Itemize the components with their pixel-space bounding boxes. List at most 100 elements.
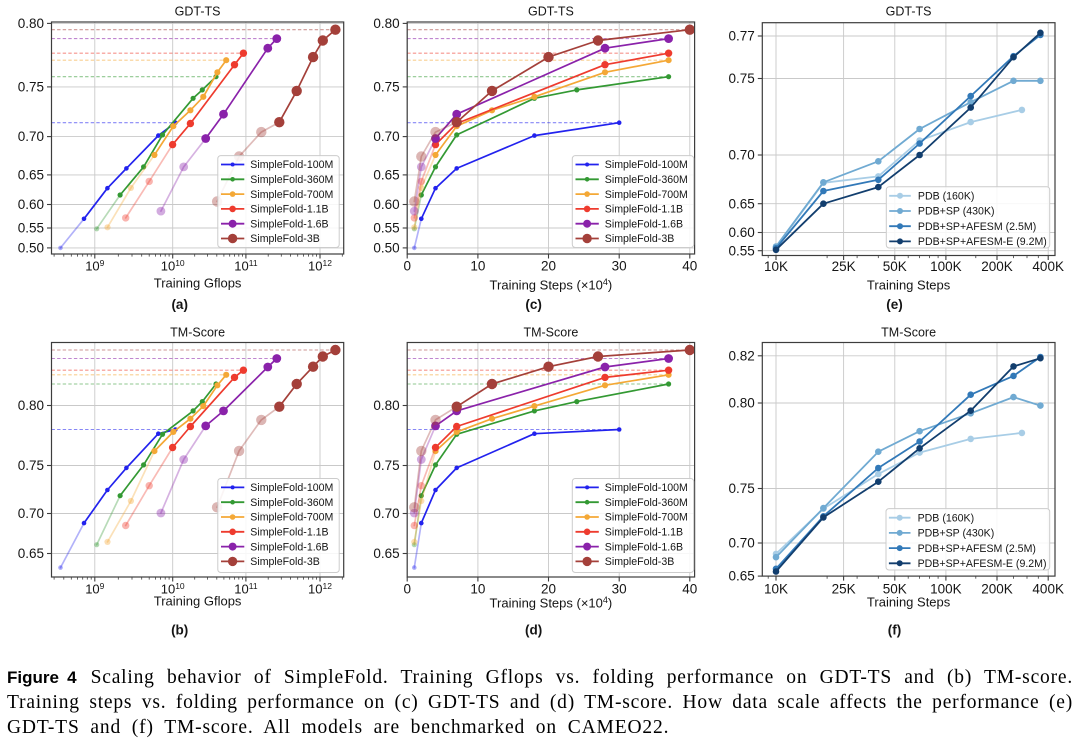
svg-text:0.55: 0.55 (18, 221, 44, 236)
svg-text:SimpleFold-360M: SimpleFold-360M (250, 497, 333, 509)
svg-text:0.65: 0.65 (373, 546, 399, 561)
svg-text:20: 20 (541, 582, 556, 597)
svg-text:(d): (d) (525, 622, 542, 637)
svg-text:200K: 200K (981, 259, 1013, 274)
svg-text:30: 30 (612, 582, 627, 597)
svg-text:0.82: 0.82 (729, 348, 755, 363)
svg-text:20: 20 (541, 259, 556, 274)
svg-text:109: 109 (85, 581, 104, 597)
svg-text:SimpleFold-3B: SimpleFold-3B (605, 233, 674, 245)
svg-text:0.80: 0.80 (373, 398, 399, 413)
svg-text:Training Steps: Training Steps (867, 278, 951, 293)
svg-text:0.65: 0.65 (18, 168, 44, 183)
svg-text:10K: 10K (764, 582, 788, 597)
svg-text:0.75: 0.75 (729, 71, 755, 86)
svg-text:Training Steps (×104): Training Steps (×104) (490, 277, 613, 293)
svg-text:25K: 25K (832, 259, 856, 274)
svg-text:1012: 1012 (308, 581, 332, 597)
svg-text:SimpleFold-1.1B: SimpleFold-1.1B (250, 527, 328, 539)
svg-text:0.55: 0.55 (373, 221, 399, 236)
svg-text:0.70: 0.70 (18, 506, 44, 521)
svg-text:SimpleFold-100M: SimpleFold-100M (605, 159, 688, 171)
svg-text:(e): (e) (886, 297, 903, 312)
svg-text:0.80: 0.80 (18, 398, 44, 413)
svg-text:200K: 200K (981, 582, 1013, 597)
svg-text:SimpleFold-360M: SimpleFold-360M (605, 497, 688, 509)
svg-text:SimpleFold-100M: SimpleFold-100M (250, 482, 333, 494)
svg-text:SimpleFold-100M: SimpleFold-100M (250, 159, 333, 171)
svg-text:400K: 400K (1032, 582, 1064, 597)
svg-text:(a): (a) (171, 297, 188, 312)
svg-text:SimpleFold-3B: SimpleFold-3B (250, 233, 319, 245)
svg-text:(f): (f) (888, 622, 902, 637)
svg-text:0.70: 0.70 (373, 506, 399, 521)
svg-text:100K: 100K (930, 582, 962, 597)
svg-text:SimpleFold-1.6B: SimpleFold-1.6B (605, 541, 683, 553)
svg-text:PDB+SP+AFESM (2.5M): PDB+SP+AFESM (2.5M) (918, 221, 1036, 233)
svg-text:SimpleFold-360M: SimpleFold-360M (250, 174, 333, 186)
svg-text:0.50: 0.50 (18, 241, 44, 256)
svg-text:0.75: 0.75 (373, 80, 399, 95)
svg-text:0.70: 0.70 (729, 148, 755, 163)
svg-text:40: 40 (682, 259, 697, 274)
svg-text:30: 30 (612, 259, 627, 274)
svg-text:Training Gflops: Training Gflops (154, 594, 242, 609)
svg-text:PDB (160K): PDB (160K) (918, 512, 975, 524)
svg-text:0.80: 0.80 (373, 16, 399, 31)
svg-text:100K: 100K (930, 259, 962, 274)
svg-text:SimpleFold-3B: SimpleFold-3B (250, 556, 319, 568)
svg-text:0.80: 0.80 (729, 396, 755, 411)
svg-text:SimpleFold-700M: SimpleFold-700M (605, 512, 688, 524)
svg-text:0.60: 0.60 (373, 197, 399, 212)
svg-text:SimpleFold-700M: SimpleFold-700M (605, 189, 688, 201)
svg-text:PDB+SP+AFESM-E (9.2M): PDB+SP+AFESM-E (9.2M) (918, 558, 1047, 570)
svg-text:0: 0 (403, 582, 411, 597)
svg-text:(b): (b) (171, 622, 188, 637)
svg-text:SimpleFold-100M: SimpleFold-100M (605, 482, 688, 494)
svg-text:Training Steps (×104): Training Steps (×104) (490, 595, 613, 611)
svg-text:0.55: 0.55 (729, 243, 755, 258)
svg-text:0.65: 0.65 (729, 569, 755, 584)
svg-text:SimpleFold-1.1B: SimpleFold-1.1B (605, 204, 683, 216)
svg-text:0.70: 0.70 (373, 129, 399, 144)
svg-text:GDT-TS: GDT-TS (175, 5, 221, 19)
svg-text:10: 10 (470, 582, 485, 597)
svg-text:Training Steps: Training Steps (867, 595, 951, 610)
svg-text:10K: 10K (764, 259, 788, 274)
svg-text:50K: 50K (883, 582, 907, 597)
svg-text:0.75: 0.75 (18, 458, 44, 473)
svg-text:0.75: 0.75 (18, 80, 44, 95)
svg-text:SimpleFold-1.6B: SimpleFold-1.6B (250, 541, 328, 553)
svg-text:(c): (c) (525, 297, 542, 312)
svg-text:SimpleFold-700M: SimpleFold-700M (250, 512, 333, 524)
svg-text:SimpleFold-1.1B: SimpleFold-1.1B (605, 527, 683, 539)
svg-text:10: 10 (470, 259, 485, 274)
svg-text:SimpleFold-1.1B: SimpleFold-1.1B (250, 204, 328, 216)
svg-text:SimpleFold-3B: SimpleFold-3B (605, 556, 674, 568)
svg-text:SimpleFold-700M: SimpleFold-700M (250, 189, 333, 201)
svg-text:GDT-TS: GDT-TS (528, 5, 574, 19)
svg-text:0.65: 0.65 (18, 546, 44, 561)
svg-text:0.60: 0.60 (18, 197, 44, 212)
svg-text:Training Gflops: Training Gflops (154, 276, 242, 291)
svg-text:0.60: 0.60 (729, 225, 755, 240)
svg-text:PDB+SP (430K): PDB+SP (430K) (918, 528, 995, 540)
svg-text:109: 109 (85, 258, 104, 274)
svg-text:40: 40 (682, 582, 697, 597)
svg-text:SimpleFold-1.6B: SimpleFold-1.6B (250, 218, 328, 230)
svg-text:PDB+SP (430K): PDB+SP (430K) (918, 206, 995, 218)
svg-text:0.70: 0.70 (18, 129, 44, 144)
svg-text:400K: 400K (1032, 259, 1064, 274)
svg-text:0: 0 (403, 259, 411, 274)
svg-text:0.77: 0.77 (729, 29, 755, 44)
svg-text:1012: 1012 (308, 258, 332, 274)
svg-text:25K: 25K (832, 582, 856, 597)
svg-text:SimpleFold-1.6B: SimpleFold-1.6B (605, 218, 683, 230)
svg-text:TM-Score: TM-Score (170, 326, 225, 340)
svg-text:0.50: 0.50 (373, 241, 399, 256)
svg-text:1010: 1010 (161, 258, 185, 274)
svg-text:PDB (160K): PDB (160K) (918, 191, 975, 203)
svg-text:0.70: 0.70 (729, 536, 755, 551)
svg-text:PDB+SP+AFESM-E (9.2M): PDB+SP+AFESM-E (9.2M) (918, 236, 1047, 248)
svg-text:PDB+SP+AFESM (2.5M): PDB+SP+AFESM (2.5M) (918, 543, 1036, 555)
